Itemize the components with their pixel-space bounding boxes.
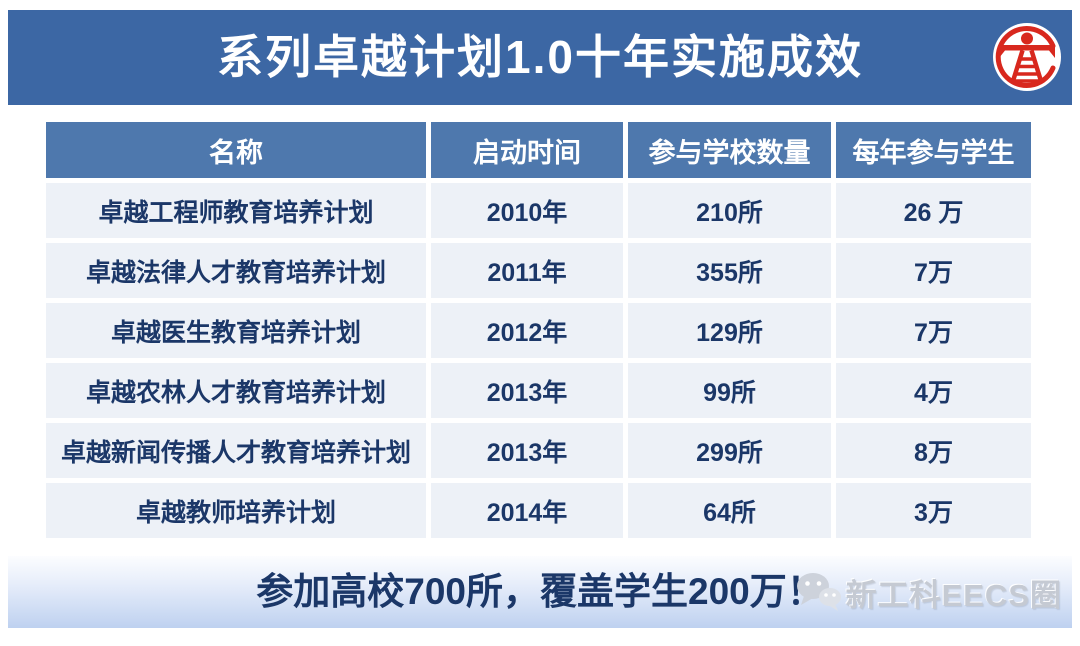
table-row-5-name: 卓越教师培养计划: [46, 483, 426, 538]
table-row-2-schools: 129所: [628, 303, 831, 358]
page-title: 系列卓越计划1.0十年实施成效: [217, 31, 863, 83]
column-header-name: 名称: [46, 122, 426, 178]
title-banner: 系列卓越计划1.0十年实施成效: [8, 10, 1072, 105]
table-row-5-start: 2014年: [431, 483, 623, 538]
data-table: 名称 启动时间 参与学校数量 每年参与学生 卓越工程师教育培养计划 2010年 …: [46, 122, 1031, 538]
column-header-schools: 参与学校数量: [628, 122, 831, 178]
table-row-1-students: 7万: [836, 243, 1031, 298]
table-row-4-start: 2013年: [431, 423, 623, 478]
watermark-text: 新工科EECS圈: [845, 577, 1062, 613]
table-row-0-name: 卓越工程师教育培养计划: [46, 183, 426, 238]
table-row-3-schools: 99所: [628, 363, 831, 418]
column-header-students: 每年参与学生: [836, 122, 1031, 178]
table-row-3-name: 卓越农林人才教育培养计划: [46, 363, 426, 418]
table-row-3-students: 4万: [836, 363, 1031, 418]
column-header-start: 启动时间: [431, 122, 623, 178]
table-row-4-name: 卓越新闻传播人才教育培养计划: [46, 423, 426, 478]
table-row-5-schools: 64所: [628, 483, 831, 538]
table-row-1-schools: 355所: [628, 243, 831, 298]
table-row-1-start: 2011年: [431, 243, 623, 298]
table-row-0-schools: 210所: [628, 183, 831, 238]
table-row-2-start: 2012年: [431, 303, 623, 358]
table-row-5-students: 3万: [836, 483, 1031, 538]
table-row-4-students: 8万: [836, 423, 1031, 478]
wechat-icon: [796, 573, 841, 611]
table-row-4-schools: 299所: [628, 423, 831, 478]
summary-banner: 参加高校700所，覆盖学生200万！ 新工科EECS圈: [8, 556, 1072, 628]
table-row-2-name: 卓越医生教育培养计划: [46, 303, 426, 358]
table-row-1-name: 卓越法律人才教育培养计划: [46, 243, 426, 298]
table-row-0-students: 26 万: [836, 183, 1031, 238]
summary-text: 参加高校700所，覆盖学生200万！: [256, 571, 824, 612]
institution-seal-icon: [993, 23, 1061, 91]
table-row-3-start: 2013年: [431, 363, 623, 418]
table-row-2-students: 7万: [836, 303, 1031, 358]
table-row-0-start: 2010年: [431, 183, 623, 238]
watermark: 新工科EECS圈: [794, 570, 1062, 614]
